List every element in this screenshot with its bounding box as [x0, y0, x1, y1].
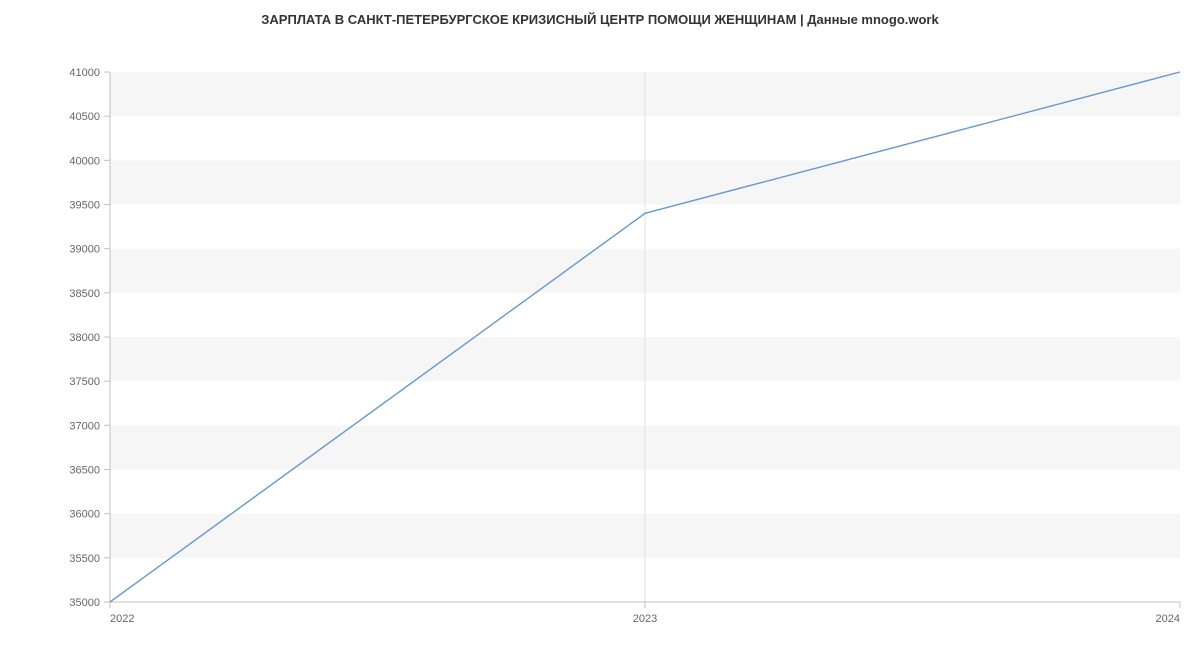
y-tick-label: 38000: [69, 332, 100, 344]
y-tick-label: 39000: [69, 244, 100, 256]
y-tick-label: 35500: [69, 553, 100, 565]
y-tick-label: 35000: [69, 597, 100, 609]
x-tick-label: 2024: [1156, 613, 1180, 625]
chart-title: ЗАРПЛАТА В САНКТ-ПЕТЕРБУРГСКОЕ КРИЗИСНЫЙ…: [0, 0, 1200, 27]
y-tick-label: 39500: [69, 200, 100, 212]
x-tick-label: 2023: [633, 613, 657, 625]
y-tick-label: 41000: [69, 67, 100, 79]
y-tick-label: 37000: [69, 420, 100, 432]
y-tick-label: 38500: [69, 288, 100, 300]
y-tick-label: 37500: [69, 376, 100, 388]
line-chart-svg: 35000 35500 36000 36500 37000 37500 38000 38500…: [0, 27, 1200, 647]
y-tick-label: 36500: [69, 465, 100, 477]
y-tick-label: 40500: [69, 111, 100, 123]
y-tick-label: 40000: [69, 155, 100, 167]
y-tick-label: 36000: [69, 509, 100, 521]
x-tick-label: 2022: [110, 613, 134, 625]
chart-area: 35000 35500 36000 36500 37000 37500 38000 38500…: [0, 27, 1200, 647]
